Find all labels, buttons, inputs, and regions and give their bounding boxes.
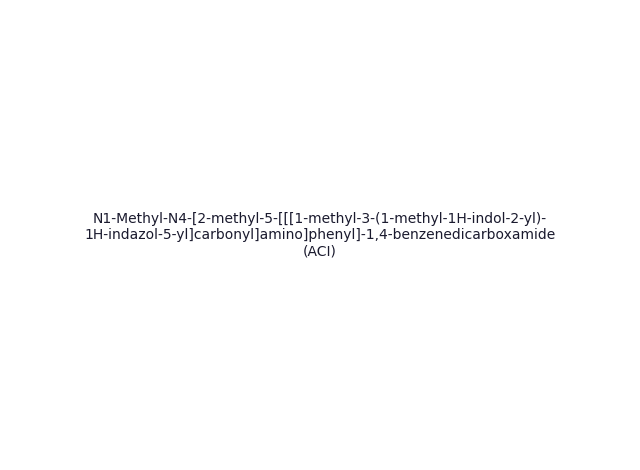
- Text: N1-Methyl-N4-[2-methyl-5-[[[1-methyl-3-(1-methyl-1H-indol-2-yl)-
1H-indazol-5-yl: N1-Methyl-N4-[2-methyl-5-[[[1-methyl-3-(…: [84, 212, 556, 258]
